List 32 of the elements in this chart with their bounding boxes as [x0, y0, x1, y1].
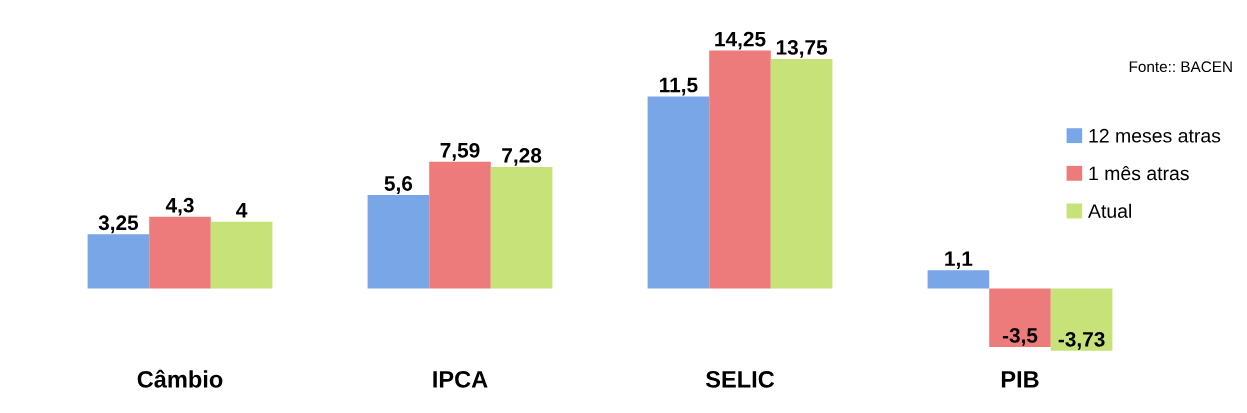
bar — [367, 194, 430, 289]
legend-label: 1 mês atras — [1089, 165, 1189, 181]
data-label: 13,75 — [776, 40, 828, 58]
data-label: -3,5 — [1002, 328, 1038, 346]
data-label: 14,25 — [715, 31, 766, 50]
data-label: 11,5 — [660, 77, 698, 96]
data-label: -3,73 — [1058, 331, 1105, 350]
bar — [927, 270, 990, 289]
bar — [490, 166, 553, 289]
data-label: 1,1 — [945, 251, 973, 270]
bar — [149, 216, 211, 289]
bar — [210, 221, 273, 289]
data-label: 7,59 — [440, 142, 480, 161]
bar — [770, 58, 833, 289]
data-label: 4 — [236, 203, 248, 218]
x-tick-label: Câmbio — [137, 369, 223, 388]
data-label: 5,6 — [384, 176, 413, 194]
bar — [709, 50, 771, 289]
x-tick-label: IPCA — [433, 370, 488, 388]
bar — [647, 96, 710, 289]
data-label: 7,28 — [502, 148, 542, 166]
bar — [989, 288, 1051, 347]
bar — [87, 234, 150, 289]
legend-label: 12 meses atras — [1089, 128, 1221, 143]
legend-label: Atual — [1088, 203, 1131, 218]
annotation: Fonte:: BACEN — [1129, 61, 1232, 73]
bar — [1050, 288, 1113, 351]
bar — [429, 161, 491, 289]
data-label: 4,3 — [165, 197, 194, 216]
data-label: 3,25 — [98, 215, 139, 234]
x-tick-label: SELIC — [705, 370, 775, 388]
x-tick-label: PIB — [1001, 371, 1039, 388]
